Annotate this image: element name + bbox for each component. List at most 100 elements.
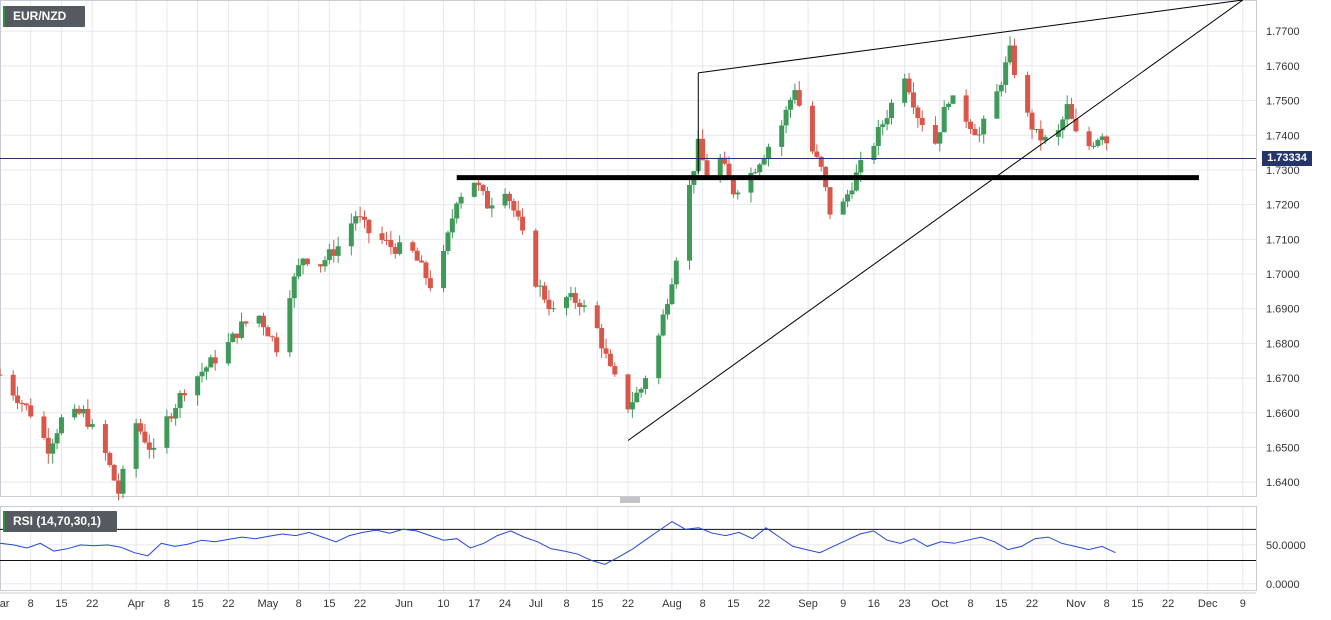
candle-body [234, 333, 240, 338]
candle-body [225, 342, 231, 364]
candle-body [15, 395, 21, 403]
candle-body [752, 172, 758, 174]
candle-body [941, 107, 947, 133]
candle-body [542, 285, 548, 300]
candle-body [484, 190, 490, 209]
candle-body [441, 251, 447, 289]
x-tick-label: 22 [1026, 598, 1038, 610]
candle-body [120, 468, 126, 494]
candle-body [208, 357, 214, 368]
candle-body [212, 357, 218, 364]
candle-body [665, 304, 671, 315]
candle-body [173, 408, 179, 419]
candle-body [981, 118, 987, 135]
candle-body [138, 423, 144, 432]
candle-body [761, 157, 767, 165]
candle-body [638, 388, 644, 393]
candle-body [146, 442, 152, 450]
candle-body [809, 105, 815, 152]
candle-body [471, 182, 477, 197]
candle-body [107, 452, 113, 465]
candle-body [50, 443, 56, 454]
symbol-label[interactable]: EUR/NZD [3, 6, 85, 27]
x-tick-label: Dec [1198, 598, 1218, 610]
y-tick-label: 1.6500 [1266, 442, 1300, 454]
y-tick-label: 1.6900 [1266, 304, 1300, 316]
candle-body [735, 192, 741, 195]
candle-body [533, 230, 539, 287]
y-tick-label: 1.6800 [1266, 338, 1300, 350]
candle-body [998, 84, 1004, 92]
candle-body [704, 160, 710, 180]
x-tick-label: 15 [1131, 598, 1143, 610]
candle-body [818, 156, 824, 167]
candle-body [392, 247, 398, 254]
candle-body [1104, 136, 1110, 144]
x-tick-label: 8 [563, 598, 569, 610]
y-tick-label: 1.6600 [1266, 408, 1300, 420]
candle-body [840, 201, 846, 215]
grid-layer [0, 0, 1256, 590]
candle-body [946, 103, 952, 108]
rsi-layer [0, 521, 1256, 565]
x-tick-label: 22 [354, 598, 366, 610]
candle-body [757, 164, 763, 173]
candle-body [265, 327, 271, 337]
candle-body [656, 335, 662, 379]
x-tick-label: 15 [591, 598, 603, 610]
candle-body [322, 260, 328, 267]
x-tick-label: 8 [700, 598, 706, 610]
candle-body [1086, 131, 1092, 147]
candle-body [133, 423, 139, 469]
candle-body [827, 187, 833, 215]
candle-body [58, 417, 64, 434]
x-tick-label: 22 [622, 598, 634, 610]
x-tick-label: 15 [191, 598, 203, 610]
candle-body [871, 145, 877, 161]
candle-body [594, 305, 600, 328]
candle-body [1091, 145, 1097, 147]
candle-body [480, 185, 486, 191]
candle-body [853, 172, 859, 191]
candle-body [858, 160, 864, 173]
candle-body [643, 378, 649, 389]
candle-body [568, 293, 574, 298]
candle-body [260, 315, 266, 328]
price-panel-frame [0, 0, 1257, 497]
x-tick-label: Sep [798, 598, 818, 610]
rsi-indicator-label[interactable]: RSI (14,70,30,1) [3, 511, 117, 532]
candle-body [357, 216, 363, 218]
candle-body [397, 242, 403, 254]
axis-layer: 1.6400 1.6500 1.6600 1.6700 1.6800 1.6900 1.70… [0, 26, 1306, 610]
candle-body [72, 408, 78, 418]
candle-body [700, 138, 706, 161]
candle-body [717, 157, 723, 180]
candle-body [937, 132, 943, 144]
candle-body [1033, 129, 1039, 131]
candle-body [243, 321, 249, 324]
candle-body [581, 305, 587, 307]
candle-body [116, 480, 122, 494]
candle-body [1073, 118, 1079, 132]
x-tick-label: 24 [499, 598, 511, 610]
candle-body [348, 223, 354, 247]
x-tick-label: 16 [868, 598, 880, 610]
candle-body [730, 177, 736, 195]
x-tick-label: 15 [55, 598, 67, 610]
candle-body [195, 376, 201, 396]
candle-body [612, 366, 618, 375]
trendline [698, 0, 1243, 74]
candle-body [932, 125, 938, 144]
candle-body [564, 297, 570, 309]
x-tick-label: Nov [1066, 598, 1086, 610]
candle-body [102, 424, 108, 453]
candle-body [515, 210, 521, 217]
candle-body [331, 249, 337, 256]
candle-body [976, 134, 982, 136]
candle-body [296, 265, 302, 277]
y-tick-label: 1.7000 [1266, 269, 1300, 281]
candle-body [168, 416, 174, 419]
candle-body [449, 218, 455, 233]
candle-body [1003, 62, 1009, 85]
